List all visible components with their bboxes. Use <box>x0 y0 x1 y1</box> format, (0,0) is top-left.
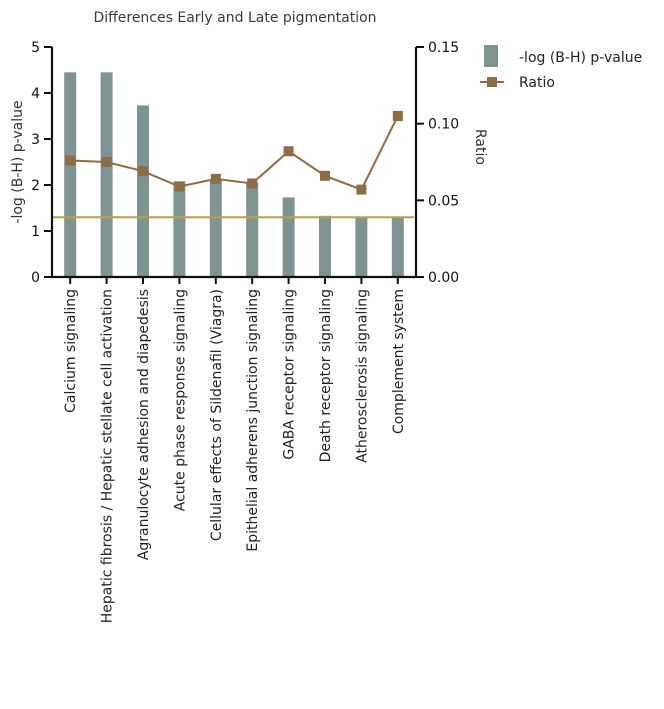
legend-swatch-bar <box>484 45 498 67</box>
category-label: Hepatic fibrosis / Hepatic stellate cell… <box>100 289 116 623</box>
legend-label: -log (B-H) p-value <box>519 50 642 66</box>
category-label: Cellular effects of Sildenafil (Viagra) <box>209 289 225 541</box>
line-layer <box>65 111 403 195</box>
category-label: Calcium signaling <box>63 289 79 413</box>
axes-layer: 0 1 2 3 4 5 0.00 0.05 0.10 0.15 <box>31 40 459 286</box>
legend: -log (B-H) p-value Ratio <box>480 45 642 91</box>
category-label: Complement system <box>391 289 407 434</box>
ratio-point <box>65 155 76 166</box>
ratio-point <box>392 111 403 121</box>
y-tick-label: 2 <box>31 178 40 194</box>
y2-tick-label: 0.10 <box>428 117 459 133</box>
ratio-point <box>283 146 294 157</box>
ratio-point <box>174 181 185 192</box>
legend-swatch-marker <box>487 77 497 87</box>
bar <box>173 181 186 277</box>
ratio-point <box>138 166 148 177</box>
bar <box>319 215 331 277</box>
y2-tick-label: 0.05 <box>428 193 459 209</box>
y-tick-label: 4 <box>31 86 40 102</box>
category-label: Agranulocyte adhesion and diapedesis <box>136 289 152 560</box>
y-axis-title: -log (B-H) p-value <box>10 100 26 223</box>
legend-label: Ratio <box>519 75 555 91</box>
y2-tick-label: 0.15 <box>428 40 459 56</box>
category-label: GABA receptor signaling <box>282 289 298 460</box>
bar <box>137 105 149 277</box>
y-tick-label: 1 <box>31 224 40 240</box>
bar <box>282 197 295 277</box>
bar <box>100 72 113 277</box>
y-tick-label: 5 <box>31 40 40 56</box>
ratio-point <box>101 157 112 167</box>
bar <box>246 182 259 277</box>
y2-axis-title: Ratio <box>472 129 488 165</box>
chart-title: Differences Early and Late pigmentation <box>93 10 376 26</box>
category-label: Atherosclerosis signaling <box>354 289 370 463</box>
bar <box>355 217 368 277</box>
ratio-point <box>356 184 367 195</box>
bars-layer <box>64 72 404 277</box>
y2-tick-label: 0.00 <box>428 270 459 286</box>
bar <box>209 180 222 277</box>
bar <box>64 72 77 277</box>
ratio-point <box>210 173 221 184</box>
category-label: Epithelial adherens junction signaling <box>245 289 261 552</box>
y-tick-label: 3 <box>31 132 40 148</box>
ratio-line <box>70 115 399 191</box>
ratio-point <box>320 170 330 181</box>
bar <box>391 217 404 277</box>
category-label: Acute phase response signaling <box>172 289 188 511</box>
labels-layer: Calcium signaling Hepatic fibrosis / Hepa… <box>10 100 488 623</box>
ratio-point <box>247 178 258 189</box>
y-tick-label: 0 <box>31 270 40 286</box>
category-label: Death receptor signaling <box>318 289 334 462</box>
